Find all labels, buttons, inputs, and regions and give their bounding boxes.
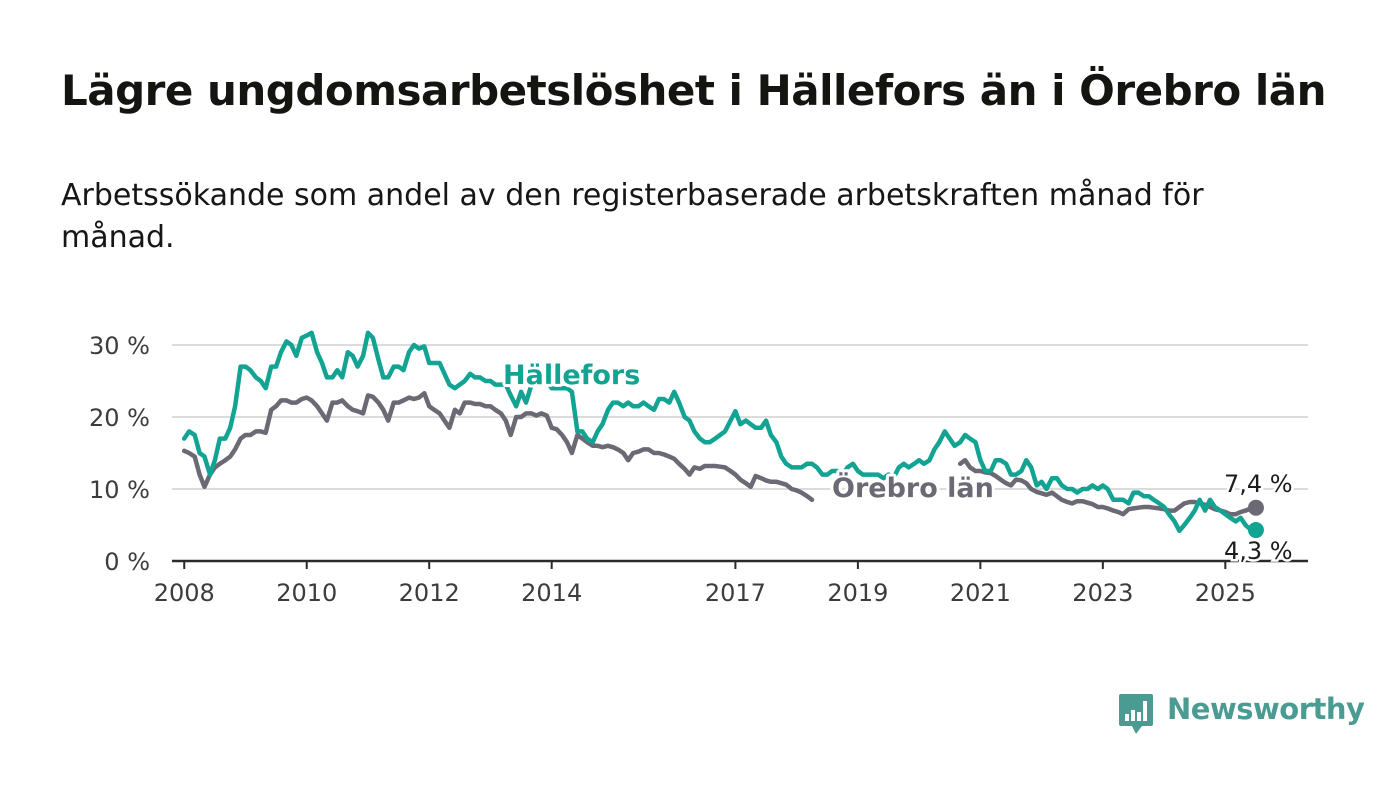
series-label-orebro-lan: Örebro län bbox=[832, 471, 994, 504]
x-tick-label: 2010 bbox=[276, 579, 337, 607]
x-tick-label: 2025 bbox=[1195, 579, 1256, 607]
chart-subtitle: Arbetssökande som andel av den registerb… bbox=[61, 178, 1204, 255]
bar-chart-speech-bubble-icon bbox=[1119, 694, 1153, 734]
series-label-hallefors: Hällefors bbox=[503, 360, 640, 391]
x-tick-label: 2023 bbox=[1072, 579, 1133, 607]
brand-name: Newsworthy bbox=[1167, 692, 1365, 726]
x-tick-label: 2021 bbox=[950, 579, 1011, 607]
line-orebro-lan bbox=[181, 390, 815, 503]
end-value-hallefors: 4,3 % bbox=[1224, 537, 1293, 565]
grid-lines bbox=[172, 344, 1308, 563]
end-marker-orebro-lan bbox=[1247, 499, 1264, 516]
x-axis: 2008 2010 2012 2014 2017 2019 2021 2023 2025 bbox=[154, 561, 1256, 607]
chart-title: Lägre ungdomsarbetslöshet i Hällefors än… bbox=[61, 66, 1326, 115]
y-tick-label: 20 % bbox=[89, 404, 150, 432]
line-hallefors bbox=[181, 330, 1259, 534]
y-tick-label: 0 % bbox=[104, 548, 150, 576]
x-tick-label: 2017 bbox=[705, 579, 766, 607]
x-tick-label: 2012 bbox=[399, 579, 460, 607]
y-axis: 0 % 10 % 20 % 30 % bbox=[89, 332, 150, 576]
y-tick-label: 30 % bbox=[89, 332, 150, 360]
x-tick-label: 2019 bbox=[827, 579, 888, 607]
y-tick-label: 10 % bbox=[89, 476, 150, 504]
series-labels: Hällefors Örebro län 7,4 % 4,3 % bbox=[500, 357, 1295, 568]
end-marker-hallefors bbox=[1247, 522, 1264, 539]
series-lines bbox=[181, 330, 1264, 539]
x-tick-label: 2008 bbox=[154, 579, 215, 607]
end-value-orebro-lan: 7,4 % bbox=[1224, 470, 1293, 498]
newsworthy-logo: Newsworthy bbox=[1118, 690, 1365, 736]
x-tick-label: 2014 bbox=[521, 579, 582, 607]
